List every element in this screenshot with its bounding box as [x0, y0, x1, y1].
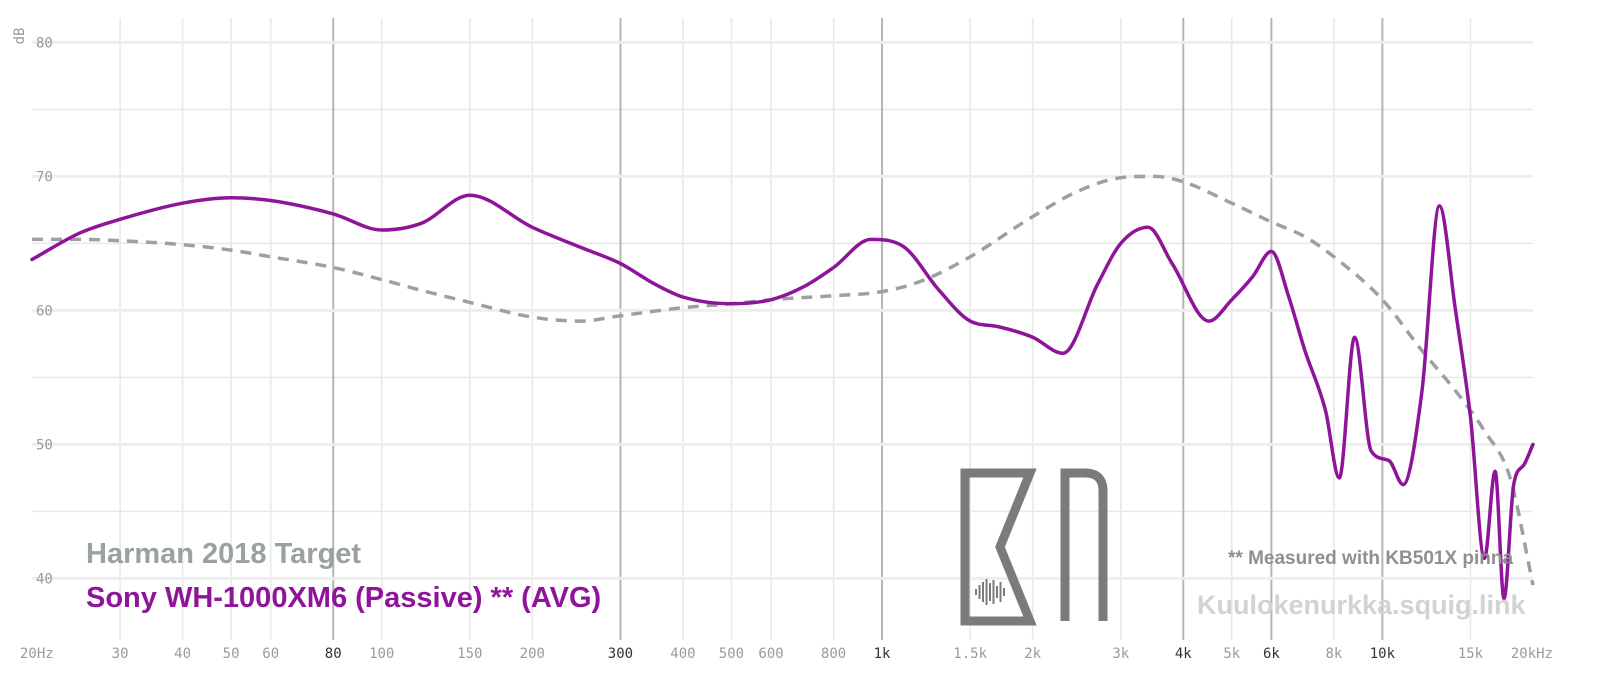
x-tick-label: 150: [457, 646, 482, 662]
legend-target: Harman 2018 Target: [86, 538, 362, 570]
y-tick-label: 40: [36, 571, 53, 587]
y-axis-label: dB: [12, 28, 28, 45]
x-tick-labels: 20Hz 30 40 50 60 80 100 150 200 300 400 500 600 800 1k…: [20, 646, 1553, 662]
pinna-note: ** Measured with KB501X pinna: [1228, 548, 1514, 569]
target-curve: [32, 174, 1535, 586]
x-tick-label: 1.5k: [953, 646, 987, 662]
x-tick-label: 800: [821, 646, 846, 662]
y-tick-labels: 40 50 60 70 80: [36, 35, 53, 587]
x-tick-label: 30: [112, 646, 129, 662]
site-watermark: Kuulokenurkka.squig.link: [1197, 590, 1526, 620]
x-tick-label: 400: [670, 646, 695, 662]
x-tick-label: 3k: [1112, 646, 1129, 662]
x-tick-label: 80: [325, 646, 342, 662]
x-tick-label: 300: [608, 646, 633, 662]
x-tick-label: 15k: [1458, 646, 1484, 662]
x-tick-label: 100: [369, 646, 394, 662]
grid-major-y: [32, 40, 1533, 580]
x-tick-label: 2k: [1024, 646, 1041, 662]
kn-logo-icon: [960, 468, 1108, 626]
y-tick-label: 50: [36, 437, 53, 453]
x-tick-label: 5k: [1223, 646, 1240, 662]
x-tick-label: 500: [719, 646, 744, 662]
series-layer: [30, 174, 1535, 601]
x-tick-label: 20Hz: [20, 646, 54, 662]
x-tick-label: 60: [262, 646, 279, 662]
x-tick-label: 10k: [1370, 646, 1396, 662]
measurement-curve: [30, 193, 1535, 601]
legend-measurement: Sony WH-1000XM6 (Passive) ** (AVG): [86, 582, 602, 614]
y-tick-label: 80: [36, 35, 53, 51]
x-tick-label: 1k: [874, 646, 891, 662]
y-tick-label: 60: [36, 303, 53, 319]
grid-minor-y: [32, 108, 1533, 513]
x-tick-label: 600: [758, 646, 783, 662]
x-tick-label: 40: [174, 646, 191, 662]
x-tick-label: 200: [520, 646, 545, 662]
x-tick-label: 50: [223, 646, 240, 662]
y-tick-label: 70: [36, 169, 53, 185]
x-tick-label: 6k: [1263, 646, 1280, 662]
x-tick-label: 4k: [1175, 646, 1192, 662]
grid-x: [119, 18, 1472, 640]
x-tick-label: 8k: [1325, 646, 1342, 662]
x-tick-label: 20kHz: [1511, 646, 1553, 662]
